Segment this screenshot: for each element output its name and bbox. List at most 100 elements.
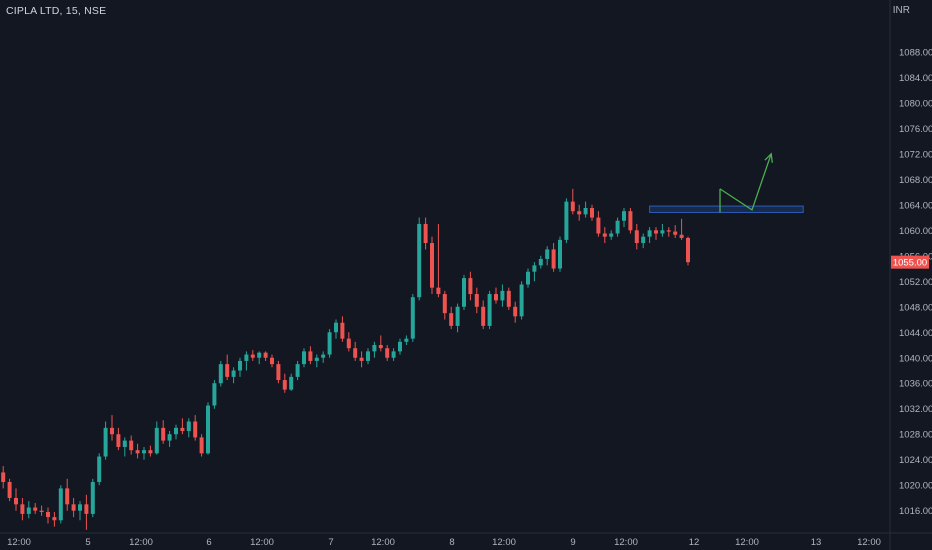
candle (647, 227, 652, 244)
candle-body (551, 249, 556, 269)
candle (602, 227, 607, 244)
candle-body (366, 351, 370, 361)
price-tick-label: 1088.00 (899, 47, 932, 58)
candle-body (14, 497, 18, 505)
time-tick-label: 12:00 (250, 537, 274, 548)
candle (564, 198, 569, 244)
candle-body (180, 427, 185, 432)
candle-body (673, 231, 678, 235)
candle (174, 424, 178, 440)
price-tick-label: 1052.00 (899, 277, 932, 288)
currency-label[interactable]: INR (892, 5, 910, 16)
last-price-tag: 1055.00 (891, 255, 929, 269)
candle (250, 350, 255, 361)
candle (634, 223, 639, 250)
candle (385, 345, 390, 361)
candle (673, 225, 678, 238)
time-tick-label: 12:00 (735, 537, 759, 548)
candle (679, 218, 684, 240)
candle (167, 431, 172, 447)
candle-body (558, 239, 562, 269)
time-tick-label: 12:00 (857, 537, 881, 548)
time-axis[interactable]: 12:00 5 12:00 6 12:00 7 12:00 8 12:00 9 12:00 12 12:… (0, 532, 932, 548)
candle-body (398, 341, 402, 352)
candle-body (327, 332, 332, 355)
price-tick-label: 1076.00 (899, 124, 932, 135)
time-tick-label: 13 (811, 537, 822, 548)
candle-body (481, 306, 486, 326)
candle-body (602, 233, 607, 237)
candle (180, 418, 185, 435)
candle (244, 351, 249, 371)
candle (97, 453, 102, 486)
candle-body (513, 306, 518, 317)
candle-body (97, 456, 102, 483)
candle-body (628, 211, 633, 231)
candle-body (263, 352, 268, 358)
candle-body (404, 338, 409, 342)
time-tick-label: 9 (570, 537, 575, 548)
candle (65, 478, 70, 511)
time-tick-label: 7 (328, 537, 333, 548)
candle-body (314, 357, 319, 361)
candle (289, 373, 294, 391)
candle (161, 420, 166, 444)
candle (590, 204, 594, 221)
candle (238, 357, 242, 377)
candle (122, 437, 127, 457)
candle (494, 287, 498, 304)
candle-body (596, 217, 601, 234)
time-tick-label: 12:00 (614, 537, 638, 548)
candle (129, 435, 134, 455)
candle (660, 223, 665, 237)
candle (212, 380, 217, 409)
candle (14, 488, 18, 511)
candle (7, 478, 12, 502)
price-tick-label: 1068.00 (899, 175, 932, 186)
candle-body (385, 348, 390, 358)
time-tick-label: 12:00 (371, 537, 395, 548)
candle-body (46, 511, 50, 518)
price-axis[interactable]: 1016.00 1020.00 1024.00 1028.00 1032.00 1036.… (889, 0, 932, 550)
candle (26, 501, 31, 519)
candle-body (647, 230, 652, 237)
candle-body (666, 230, 671, 232)
candle-body (340, 322, 345, 339)
candle-body (583, 207, 588, 215)
last-price-text: 1055.00 (893, 258, 927, 269)
candle-body (142, 450, 146, 454)
price-tick-label: 1016.00 (899, 506, 932, 517)
candle-body (129, 440, 134, 451)
candle-body (186, 421, 191, 432)
symbol-title[interactable]: CIPLA LTD, 15, NSE (6, 5, 107, 17)
candle (558, 236, 562, 272)
candle-body (487, 294, 492, 326)
candle-body (154, 427, 159, 454)
time-tick-label: 12:00 (7, 537, 31, 548)
candle (622, 207, 626, 228)
candle (263, 351, 268, 361)
candle (90, 478, 95, 518)
candle (404, 335, 409, 346)
price-tick-label: 1060.00 (899, 226, 932, 237)
candle-body (430, 243, 434, 288)
resistance-zone[interactable] (649, 205, 804, 213)
candle (282, 373, 287, 393)
candle-body (564, 201, 569, 240)
candle-body (468, 278, 473, 295)
candle-body (218, 364, 223, 384)
candle-body (58, 488, 63, 521)
candle-body (359, 357, 364, 361)
candle (423, 217, 428, 250)
price-tick-label: 1084.00 (899, 73, 932, 84)
candle (231, 367, 236, 384)
annotations-group[interactable] (649, 152, 804, 213)
candle (302, 348, 306, 368)
candle (186, 418, 191, 438)
candle-body (244, 354, 249, 361)
projection-path[interactable] (719, 153, 772, 211)
candle-body (474, 294, 479, 307)
candle-body (199, 437, 204, 454)
